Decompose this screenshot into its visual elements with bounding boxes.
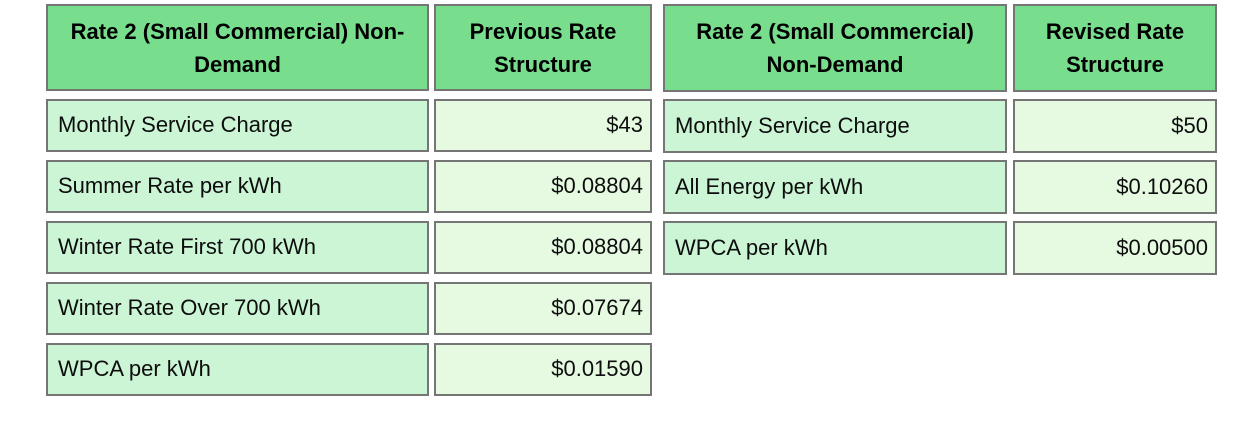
revised-row-label: Monthly Service Charge: [663, 99, 1007, 153]
previous-row-label: Winter Rate First 700 kWh: [46, 221, 429, 274]
previous-rate-table: Rate 2 (Small Commercial) Non-Demand Pre…: [46, 4, 652, 396]
previous-table-title: Rate 2 (Small Commercial) Non-Demand: [46, 4, 429, 91]
previous-row-value: $0.08804: [434, 160, 652, 213]
revised-table-title: Rate 2 (Small Commercial) Non-Demand: [663, 4, 1007, 92]
revised-row-value: $0.10260: [1013, 160, 1217, 214]
previous-row-value: $0.08804: [434, 221, 652, 274]
previous-row-label: Winter Rate Over 700 kWh: [46, 282, 429, 335]
previous-row-label: WPCA per kWh: [46, 343, 429, 396]
previous-row-value: $0.01590: [434, 343, 652, 396]
revised-row-value: $50: [1013, 99, 1217, 153]
previous-row-value: $0.07674: [434, 282, 652, 335]
previous-rate-structure-column-header: Previous Rate Structure: [434, 4, 652, 91]
previous-row-label: Summer Rate per kWh: [46, 160, 429, 213]
revised-rate-table: Rate 2 (Small Commercial) Non-Demand Rev…: [663, 4, 1217, 275]
revised-row-value: $0.00500: [1013, 221, 1217, 275]
revised-row-label: WPCA per kWh: [663, 221, 1007, 275]
rate-comparison-page: Rate 2 (Small Commercial) Non-Demand Pre…: [46, 4, 1217, 396]
previous-row-value: $43: [434, 99, 652, 152]
previous-row-label: Monthly Service Charge: [46, 99, 429, 152]
revised-rate-structure-column-header: Revised Rate Structure: [1013, 4, 1217, 92]
revised-row-label: All Energy per kWh: [663, 160, 1007, 214]
